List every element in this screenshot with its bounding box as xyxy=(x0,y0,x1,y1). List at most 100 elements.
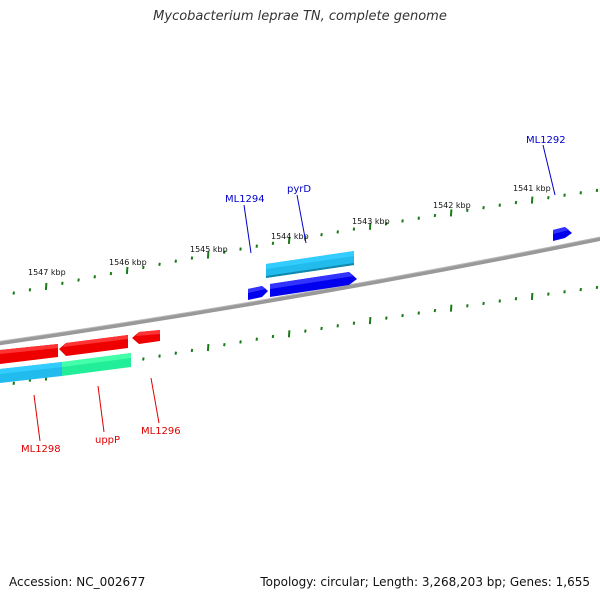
outer-tick-mark xyxy=(433,213,437,218)
genome-backbone xyxy=(0,236,600,346)
kbp-label-1546: 1546 kbp xyxy=(109,258,147,267)
kbp-label-1544: 1544 kbp xyxy=(271,232,309,241)
leader-ML1298 xyxy=(33,394,41,442)
outer-tick-mark xyxy=(287,236,291,244)
outer-tick-mark xyxy=(466,208,469,212)
inner-tick-mark xyxy=(466,304,469,308)
outer-tick-mark xyxy=(44,282,48,291)
outer-tick-mark xyxy=(61,281,64,285)
outer-tick-mark xyxy=(449,209,453,217)
gene-label-pyrD[interactable]: pyrD xyxy=(287,184,311,195)
leader-pyrD xyxy=(296,194,307,244)
inner-tick-mark xyxy=(239,340,242,344)
inner-tick-mark xyxy=(320,326,323,331)
feature-uppP-region[interactable] xyxy=(62,353,131,376)
inner-tick-mark xyxy=(271,334,275,339)
inner-tick-mark xyxy=(206,343,210,352)
genome-backbone-highlight xyxy=(0,236,600,342)
outer-tick-mark xyxy=(563,193,566,197)
leader-ML1292 xyxy=(542,144,556,196)
outer-tick-mark xyxy=(401,219,404,223)
inner-tick-mark xyxy=(304,329,307,333)
outer-tick-mark xyxy=(223,250,226,254)
inner-tick-mark xyxy=(579,287,582,292)
outer-tick-mark xyxy=(530,196,534,204)
inner-tick-mark xyxy=(336,324,339,328)
outer-tick-mark xyxy=(239,247,242,251)
gene-uppP[interactable] xyxy=(59,335,128,356)
inner-tick-mark xyxy=(514,297,518,301)
inner-tick-mark xyxy=(352,321,356,325)
outer-tick-mark xyxy=(255,244,258,248)
outer-tick-mark xyxy=(93,275,96,279)
inner-tick-mark xyxy=(368,317,372,325)
outer-tick-mark xyxy=(482,206,485,210)
outer-tick-mark xyxy=(498,203,501,207)
outer-tick-row xyxy=(12,188,599,295)
outer-tick-mark xyxy=(368,222,372,230)
gene-pyrD[interactable] xyxy=(270,272,357,297)
outer-tick-mark xyxy=(28,288,32,292)
kbp-label-1547: 1547 kbp xyxy=(28,268,66,277)
inner-tick-mark xyxy=(449,304,453,312)
inner-tick-mark xyxy=(255,337,258,341)
inner-tick-mark xyxy=(530,292,534,300)
outer-tick-mark xyxy=(547,196,550,200)
gene-label-ML1296[interactable]: ML1296 xyxy=(141,426,181,437)
footer-summary: Topology: circular; Length: 3,268,203 bp… xyxy=(260,575,590,589)
outer-tick-mark xyxy=(336,230,339,234)
inner-tick-mark xyxy=(174,351,177,355)
outer-tick-mark xyxy=(158,262,161,266)
footer-accession: Accession: NC_002677 xyxy=(9,575,146,589)
inner-tick-mark xyxy=(498,299,501,303)
feature-ML1298-region[interactable] xyxy=(0,362,62,383)
outer-tick-mark xyxy=(142,265,145,270)
kbp-label-1541: 1541 kbp xyxy=(513,184,551,193)
outer-tick-mark xyxy=(320,233,323,237)
outer-tick-mark xyxy=(12,291,15,295)
gene-label-ML1298[interactable]: ML1298 xyxy=(21,444,61,455)
outer-tick-mark xyxy=(77,278,80,282)
gene-label-ML1292[interactable]: ML1292 xyxy=(526,135,566,146)
outer-tick-mark xyxy=(514,200,518,205)
inner-tick-mark xyxy=(563,290,566,294)
gene-ML1298[interactable] xyxy=(0,344,58,364)
inner-tick-mark xyxy=(401,313,404,318)
gene-ML1292[interactable] xyxy=(553,227,572,241)
outer-tick-mark xyxy=(417,216,420,220)
feature-pyrD-region[interactable] xyxy=(266,251,354,278)
inner-tick-mark xyxy=(158,354,161,358)
map-title: Mycobacterium leprae TN, complete genome xyxy=(153,9,447,24)
inner-tick-mark xyxy=(482,301,485,306)
outer-tick-mark xyxy=(385,221,388,226)
outer-tick-mark xyxy=(174,259,177,263)
leader-ML1294 xyxy=(243,204,252,254)
inner-tick-mark xyxy=(142,357,145,361)
inner-tick-mark xyxy=(547,292,550,296)
gene-ML1294[interactable] xyxy=(248,286,268,300)
gene-ML1296[interactable] xyxy=(132,330,160,344)
gene-label-uppP[interactable]: uppP xyxy=(95,435,120,446)
kbp-label-1545: 1545 kbp xyxy=(190,245,228,254)
outer-tick-mark xyxy=(109,271,113,276)
inner-tick-mark xyxy=(385,316,388,320)
leader-uppP xyxy=(97,385,105,433)
outer-tick-mark xyxy=(190,256,194,260)
outer-tick-mark xyxy=(206,251,210,259)
outer-tick-mark xyxy=(595,188,599,193)
inner-tick-mark xyxy=(12,381,15,385)
inner-tick-mark xyxy=(417,311,420,315)
outer-tick-mark xyxy=(271,241,275,245)
kbp-label-1542: 1542 kbp xyxy=(433,201,471,210)
inner-tick-mark xyxy=(223,343,226,347)
inner-tick-mark xyxy=(190,348,194,353)
outer-tick-mark xyxy=(352,227,356,231)
inner-tick-mark xyxy=(595,285,599,290)
gene-label-ML1294[interactable]: ML1294 xyxy=(225,194,265,205)
kbp-label-1543: 1543 kbp xyxy=(352,217,390,226)
outer-tick-mark xyxy=(579,191,582,195)
outer-tick-mark xyxy=(125,266,129,275)
inner-tick-mark xyxy=(433,308,437,313)
leader-ML1296 xyxy=(150,377,160,424)
